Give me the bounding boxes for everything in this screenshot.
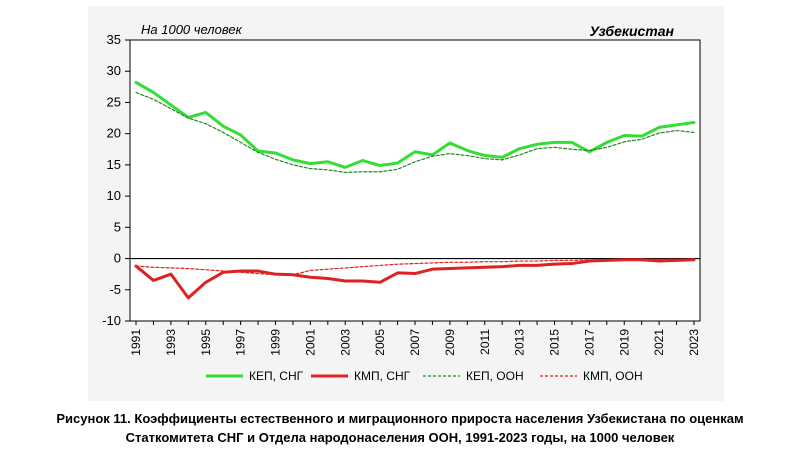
chart-frame: 35 30 25 20 15 10 5 0 -5 -10 1991 1993 1995 1997 1999 2… — [88, 6, 724, 401]
x-tick-label: 1999 — [269, 329, 283, 356]
y-tick-label: 30 — [107, 63, 121, 78]
x-tick-label: 2013 — [513, 329, 527, 356]
series-line-2 — [135, 91, 695, 173]
x-tick-label: 1995 — [199, 329, 213, 356]
legend-label-2: КЕП, ООН — [466, 369, 524, 383]
y-tick-label: 15 — [107, 157, 121, 172]
y-tick-label: 20 — [107, 126, 121, 141]
y-tick-label: 10 — [107, 188, 121, 203]
country-label: Узбекистан — [590, 23, 675, 39]
x-tick-label: 2005 — [373, 329, 387, 356]
unit-label: На 1000 человек — [141, 22, 243, 37]
x-tick-label: 2015 — [548, 329, 562, 356]
x-tick-label: 2023 — [687, 329, 701, 356]
series-line-0 — [134, 80, 696, 169]
x-tick-label: 1991 — [129, 329, 143, 356]
caption-line-1: Рисунок 11. Коэффициенты естественного и… — [56, 411, 744, 426]
series-line-3 — [135, 258, 695, 276]
legend-label-3: КМП, ООН — [583, 369, 643, 383]
x-tick-label: 1997 — [234, 329, 248, 356]
x-tick-label: 2011 — [478, 329, 492, 355]
figure-caption: Рисунок 11. Коэффициенты естественного и… — [0, 409, 800, 447]
y-tick-label: -5 — [109, 282, 121, 297]
legend: КЕП, СНГ КМП, СНГ КЕП, ООН КМП, ООН — [206, 369, 643, 383]
x-tick-label: 2001 — [303, 329, 317, 356]
caption-line-2: Статкомитета СНГ и Отдела народонаселени… — [125, 430, 675, 445]
x-tick-label: 1993 — [164, 329, 178, 356]
y-tick-label: 35 — [107, 32, 121, 47]
x-tick-label: 2003 — [338, 329, 352, 356]
x-tick-label: 2019 — [617, 329, 631, 356]
x-tick-label: 2021 — [652, 329, 666, 356]
y-tick-label: -10 — [102, 313, 121, 328]
legend-label-1: КМП, СНГ — [354, 369, 411, 383]
y-tick-label: 0 — [114, 251, 121, 266]
plot-box — [129, 39, 701, 322]
y-tick-label: 5 — [114, 219, 121, 234]
x-tick-label: 2017 — [582, 329, 596, 356]
x-tick-label: 2009 — [443, 329, 457, 356]
x-tick-label: 2007 — [408, 329, 422, 356]
y-tick-label: 25 — [107, 94, 121, 109]
legend-label-0: КЕП, СНГ — [249, 369, 304, 383]
